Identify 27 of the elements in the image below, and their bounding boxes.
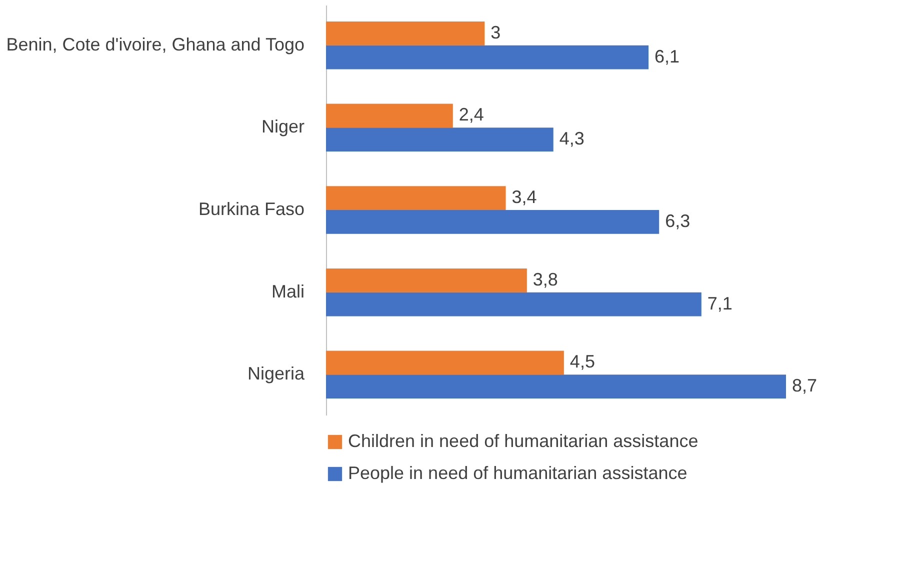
data-label: 8,7 [792, 376, 818, 396]
bar [326, 186, 506, 210]
bar [326, 21, 485, 46]
y-tick-label: Niger [261, 116, 305, 137]
legend-label: People in need of humanitarian assistance [348, 463, 688, 483]
bar [326, 210, 660, 234]
data-label: 7,1 [707, 293, 732, 314]
bar [326, 292, 702, 316]
data-label: 6,1 [654, 46, 680, 66]
bar [326, 268, 527, 292]
data-label: 3,8 [532, 269, 558, 290]
data-label: 6,3 [665, 210, 690, 231]
bar [326, 350, 564, 375]
data-label: 4,5 [570, 352, 595, 372]
y-tick-label: Nigeria [247, 364, 306, 384]
data-label: 4,3 [559, 128, 584, 149]
y-tick-label: Mali [271, 281, 304, 302]
bar [326, 45, 649, 70]
bar [326, 128, 554, 152]
legend-label: Children in need of humanitarian assistance [348, 431, 698, 451]
bar [326, 104, 453, 128]
data-label: 3 [490, 22, 501, 42]
data-label: 2,4 [458, 104, 484, 125]
data-label: 3,4 [512, 187, 537, 208]
bar [326, 374, 786, 399]
y-tick-label: Burkina Faso [198, 199, 304, 219]
y-tick-label: Benin, Cote d'ivoire, Ghana and Togo [6, 34, 304, 54]
